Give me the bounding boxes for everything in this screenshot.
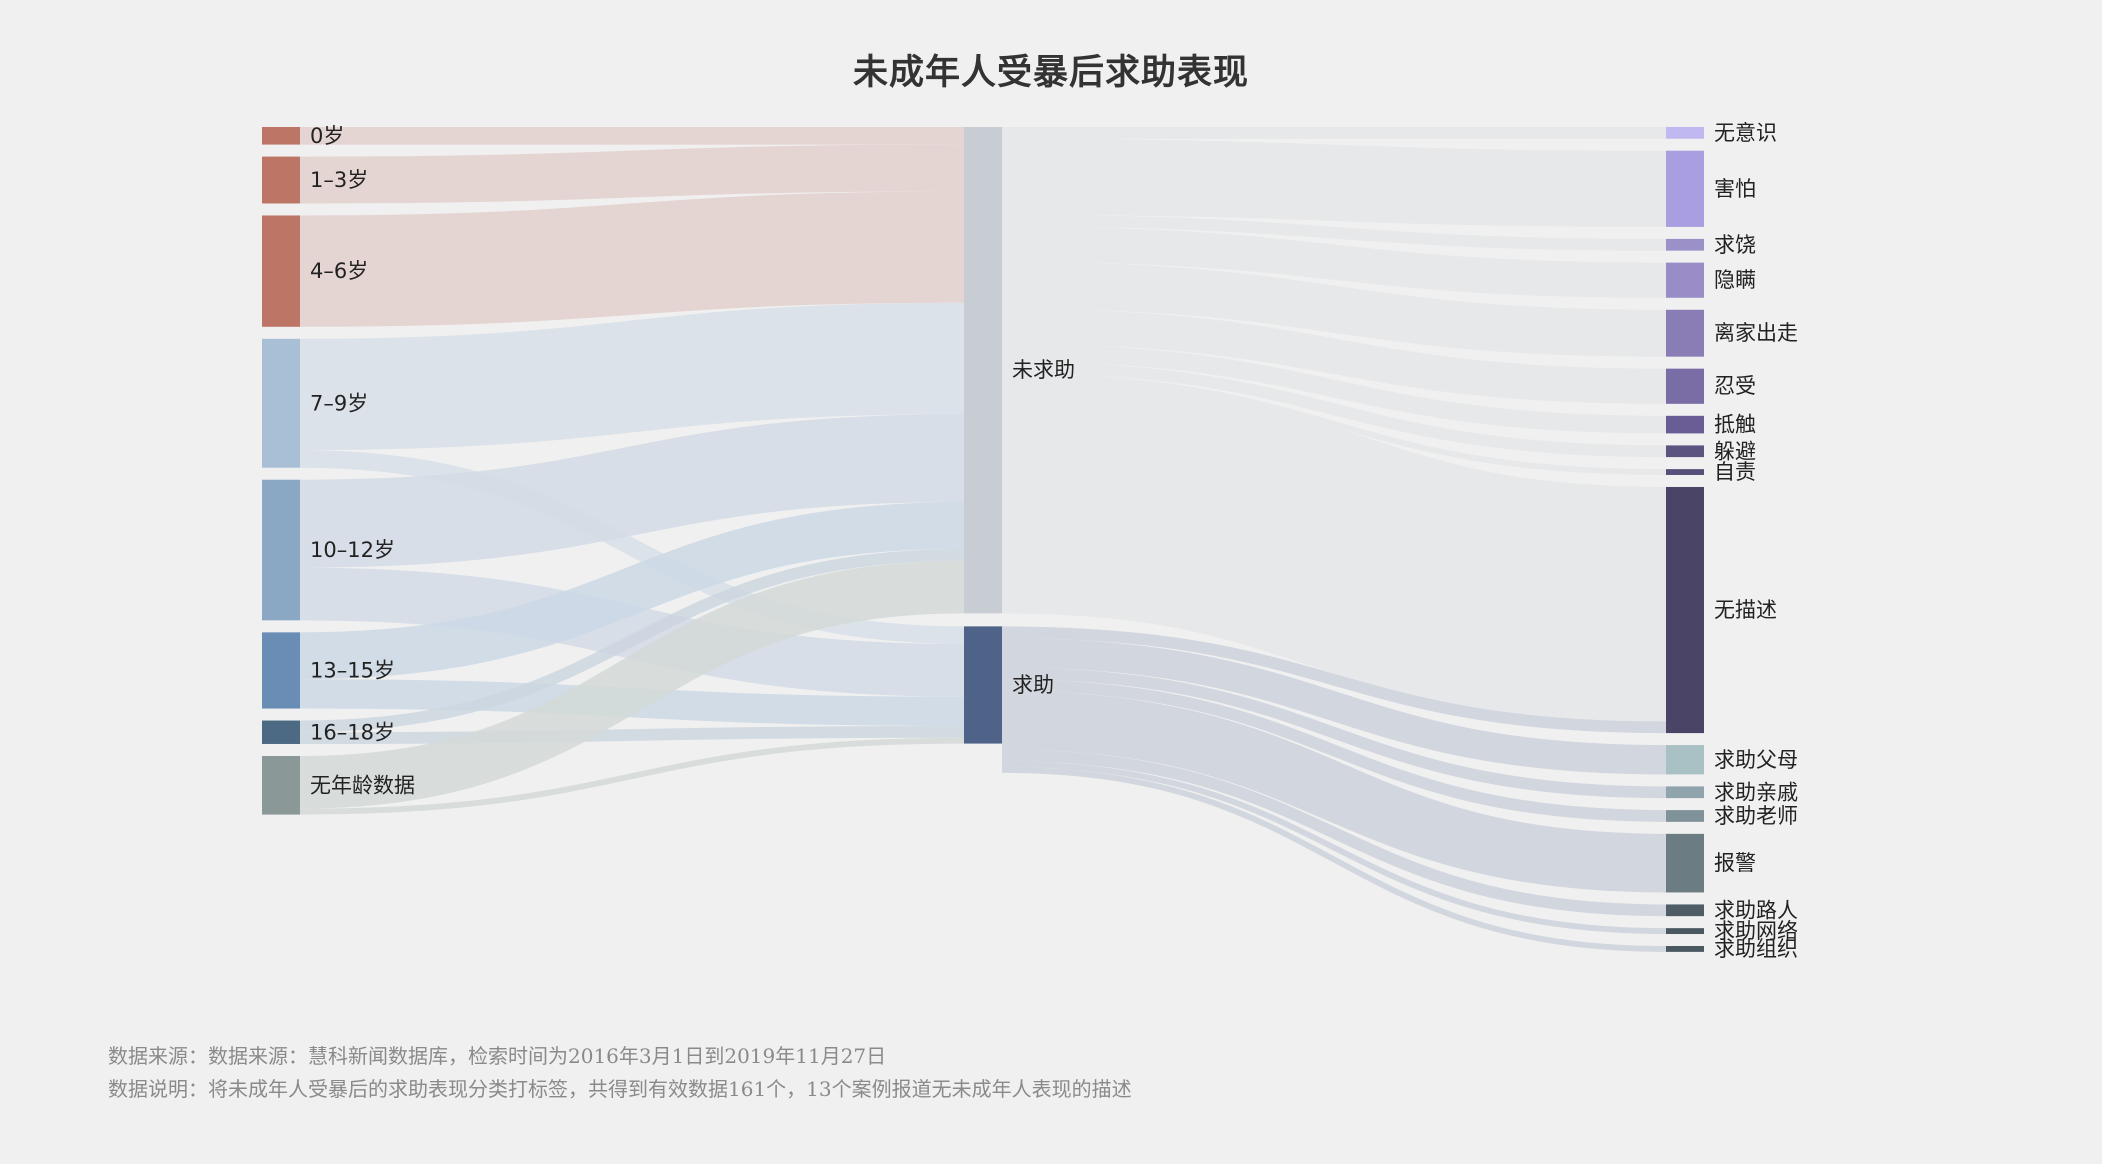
sankey-node-label: 无意识 bbox=[1714, 121, 1777, 145]
sankey-node-label: 害怕 bbox=[1714, 177, 1756, 201]
sankey-link bbox=[1001, 690, 1667, 893]
sankey-node-label: 求助亲戚 bbox=[1714, 780, 1798, 804]
sankey-node-n79bb5bb651fa8d70 bbox=[1666, 309, 1704, 357]
sankey-node-n96907792 bbox=[1666, 262, 1704, 298]
sankey-node-label: 无年龄数据 bbox=[310, 773, 415, 797]
sankey-link bbox=[1001, 308, 1667, 404]
sankey-node-label: 16–18岁 bbox=[310, 720, 395, 744]
sankey-node-n5fcd53d7 bbox=[1666, 368, 1704, 404]
sankey-node-n6c4252a97ec47ec7 bbox=[1666, 946, 1704, 952]
chart-title: 未成年人受暴后求助表现 bbox=[852, 53, 1249, 93]
sankey-node-label: 0岁 bbox=[310, 124, 344, 148]
sankey-node-label: 7–9岁 bbox=[310, 391, 368, 415]
sankey-link bbox=[299, 726, 965, 744]
sankey-link bbox=[1001, 214, 1667, 251]
sankey-link bbox=[1001, 667, 1667, 799]
sankey-link bbox=[299, 548, 965, 733]
sankey-node-label: 求助老师 bbox=[1714, 804, 1798, 828]
sankey-node-n65e05e749f846570636e bbox=[262, 755, 300, 815]
sankey-node-n62a58b66 bbox=[1666, 833, 1704, 893]
sankey-node-n342013365c81 bbox=[262, 215, 300, 327]
sankey-link bbox=[299, 414, 965, 568]
sankey-node-label: 离家出走 bbox=[1714, 321, 1798, 345]
sankey-link bbox=[1001, 343, 1667, 434]
sankey-node-n3136201331385c81 bbox=[262, 720, 300, 744]
sankey-node-n312013335c81 bbox=[262, 156, 300, 204]
sankey-node-label: 忍受 bbox=[1714, 374, 1756, 398]
sankey-node-n305c81 bbox=[262, 127, 300, 145]
sankey-node-label: 求助网络 bbox=[1714, 919, 1798, 943]
sankey-node-label: 13–15岁 bbox=[310, 658, 395, 682]
sankey-link bbox=[299, 567, 965, 697]
sankey-node-n672a6c4252a9 bbox=[964, 127, 1002, 614]
sankey-link bbox=[1001, 226, 1667, 298]
data-description-note: 数据说明：将未成年人受暴后的求助表现分类打标签，共得到有效数据161个，13个案… bbox=[108, 1077, 1132, 1101]
sankey-node-n3133201331355c81 bbox=[262, 632, 300, 709]
sankey-node-n65e063cf8ff0 bbox=[1666, 486, 1704, 734]
sankey-node-label: 求助路人 bbox=[1714, 898, 1798, 922]
sankey-node-n6c4252a94eb2621a bbox=[1666, 786, 1704, 799]
sankey-link bbox=[1001, 767, 1667, 952]
sankey-link bbox=[1001, 373, 1667, 475]
sankey-node-n62b589e6 bbox=[1666, 415, 1704, 434]
sankey-link bbox=[1001, 749, 1667, 917]
sankey-node-label: 报警 bbox=[1714, 851, 1756, 875]
sankey-node-n6c4252a9 bbox=[964, 626, 1002, 744]
sankey-node-n3130201331325c81 bbox=[262, 479, 300, 621]
sankey-link bbox=[1001, 626, 1667, 734]
sankey-link bbox=[1001, 638, 1667, 775]
sankey-node-label: 无描述 bbox=[1714, 598, 1777, 622]
sankey-node-n81ea8d23 bbox=[1666, 469, 1704, 475]
sankey-link bbox=[1001, 378, 1667, 722]
sankey-node-label: 4–6岁 bbox=[310, 259, 368, 283]
sankey-node-n6c4252a972366bcd bbox=[1666, 745, 1704, 775]
sankey-node-n6c4252a980015e08 bbox=[1666, 810, 1704, 822]
sankey-node-n6c4252a97f517edc bbox=[1666, 928, 1704, 935]
sankey-link bbox=[1001, 261, 1667, 357]
sankey-link bbox=[299, 302, 965, 451]
sankey-node-label: 抵触 bbox=[1714, 413, 1756, 437]
sankey-node-label: 求助父母 bbox=[1714, 748, 1798, 772]
sankey-node-n5bb36015 bbox=[1666, 150, 1704, 227]
sankey-link bbox=[299, 502, 965, 680]
sankey-node-label: 求助组织 bbox=[1714, 937, 1798, 961]
sankey-node-n65e0610f8bc6 bbox=[1666, 127, 1704, 139]
sankey-link bbox=[299, 737, 965, 815]
sankey-link bbox=[1001, 138, 1667, 227]
sankey-node-n6c429976 bbox=[1666, 238, 1704, 251]
sankey-node-n6c4252a98def4eba bbox=[1666, 904, 1704, 917]
sankey-link bbox=[299, 144, 965, 204]
sankey-node-label: 求助 bbox=[1012, 673, 1054, 697]
sankey-link bbox=[299, 450, 965, 644]
data-source-note: 数据来源：数据来源：慧科新闻数据库，检索时间为2016年3月1日到2019年11… bbox=[108, 1044, 887, 1068]
sankey-node-label: 躲避 bbox=[1714, 439, 1756, 463]
sankey-node-label: 未求助 bbox=[1012, 358, 1075, 382]
sankey-node-label: 隐瞒 bbox=[1714, 268, 1756, 292]
sankey-node-label: 10–12岁 bbox=[310, 538, 395, 562]
sankey-node-label: 自责 bbox=[1714, 460, 1756, 484]
sankey-node-n372013395c81 bbox=[262, 338, 300, 468]
sankey-link bbox=[1001, 761, 1667, 935]
sankey-node-n8eb2907f bbox=[1666, 445, 1704, 458]
sankey-node-label: 1–3岁 bbox=[310, 168, 368, 192]
sankey-node-label: 求饶 bbox=[1714, 233, 1756, 257]
sankey-link bbox=[299, 560, 965, 809]
sankey-link bbox=[1001, 361, 1667, 458]
sankey-links bbox=[299, 126, 1667, 952]
sankey-link bbox=[1001, 679, 1667, 822]
footnotes: 数据来源：数据来源：慧科新闻数据库，检索时间为2016年3月1日到2019年11… bbox=[108, 1040, 1132, 1106]
sankey-link bbox=[299, 191, 965, 327]
